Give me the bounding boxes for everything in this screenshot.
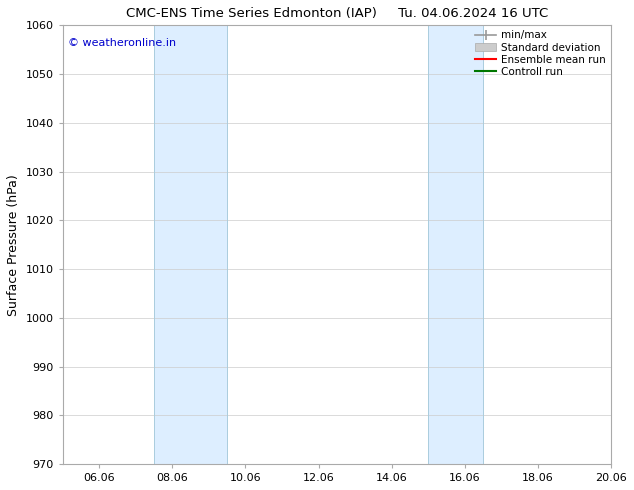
Legend: min/max, Standard deviation, Ensemble mean run, Controll run: min/max, Standard deviation, Ensemble me… — [475, 30, 606, 77]
Bar — [154, 25, 227, 464]
Title: CMC-ENS Time Series Edmonton (IAP)     Tu. 04.06.2024 16 UTC: CMC-ENS Time Series Edmonton (IAP) Tu. 0… — [126, 7, 548, 20]
Bar — [429, 25, 483, 464]
Text: © weatheronline.in: © weatheronline.in — [68, 38, 176, 49]
Y-axis label: Surface Pressure (hPa): Surface Pressure (hPa) — [7, 174, 20, 316]
